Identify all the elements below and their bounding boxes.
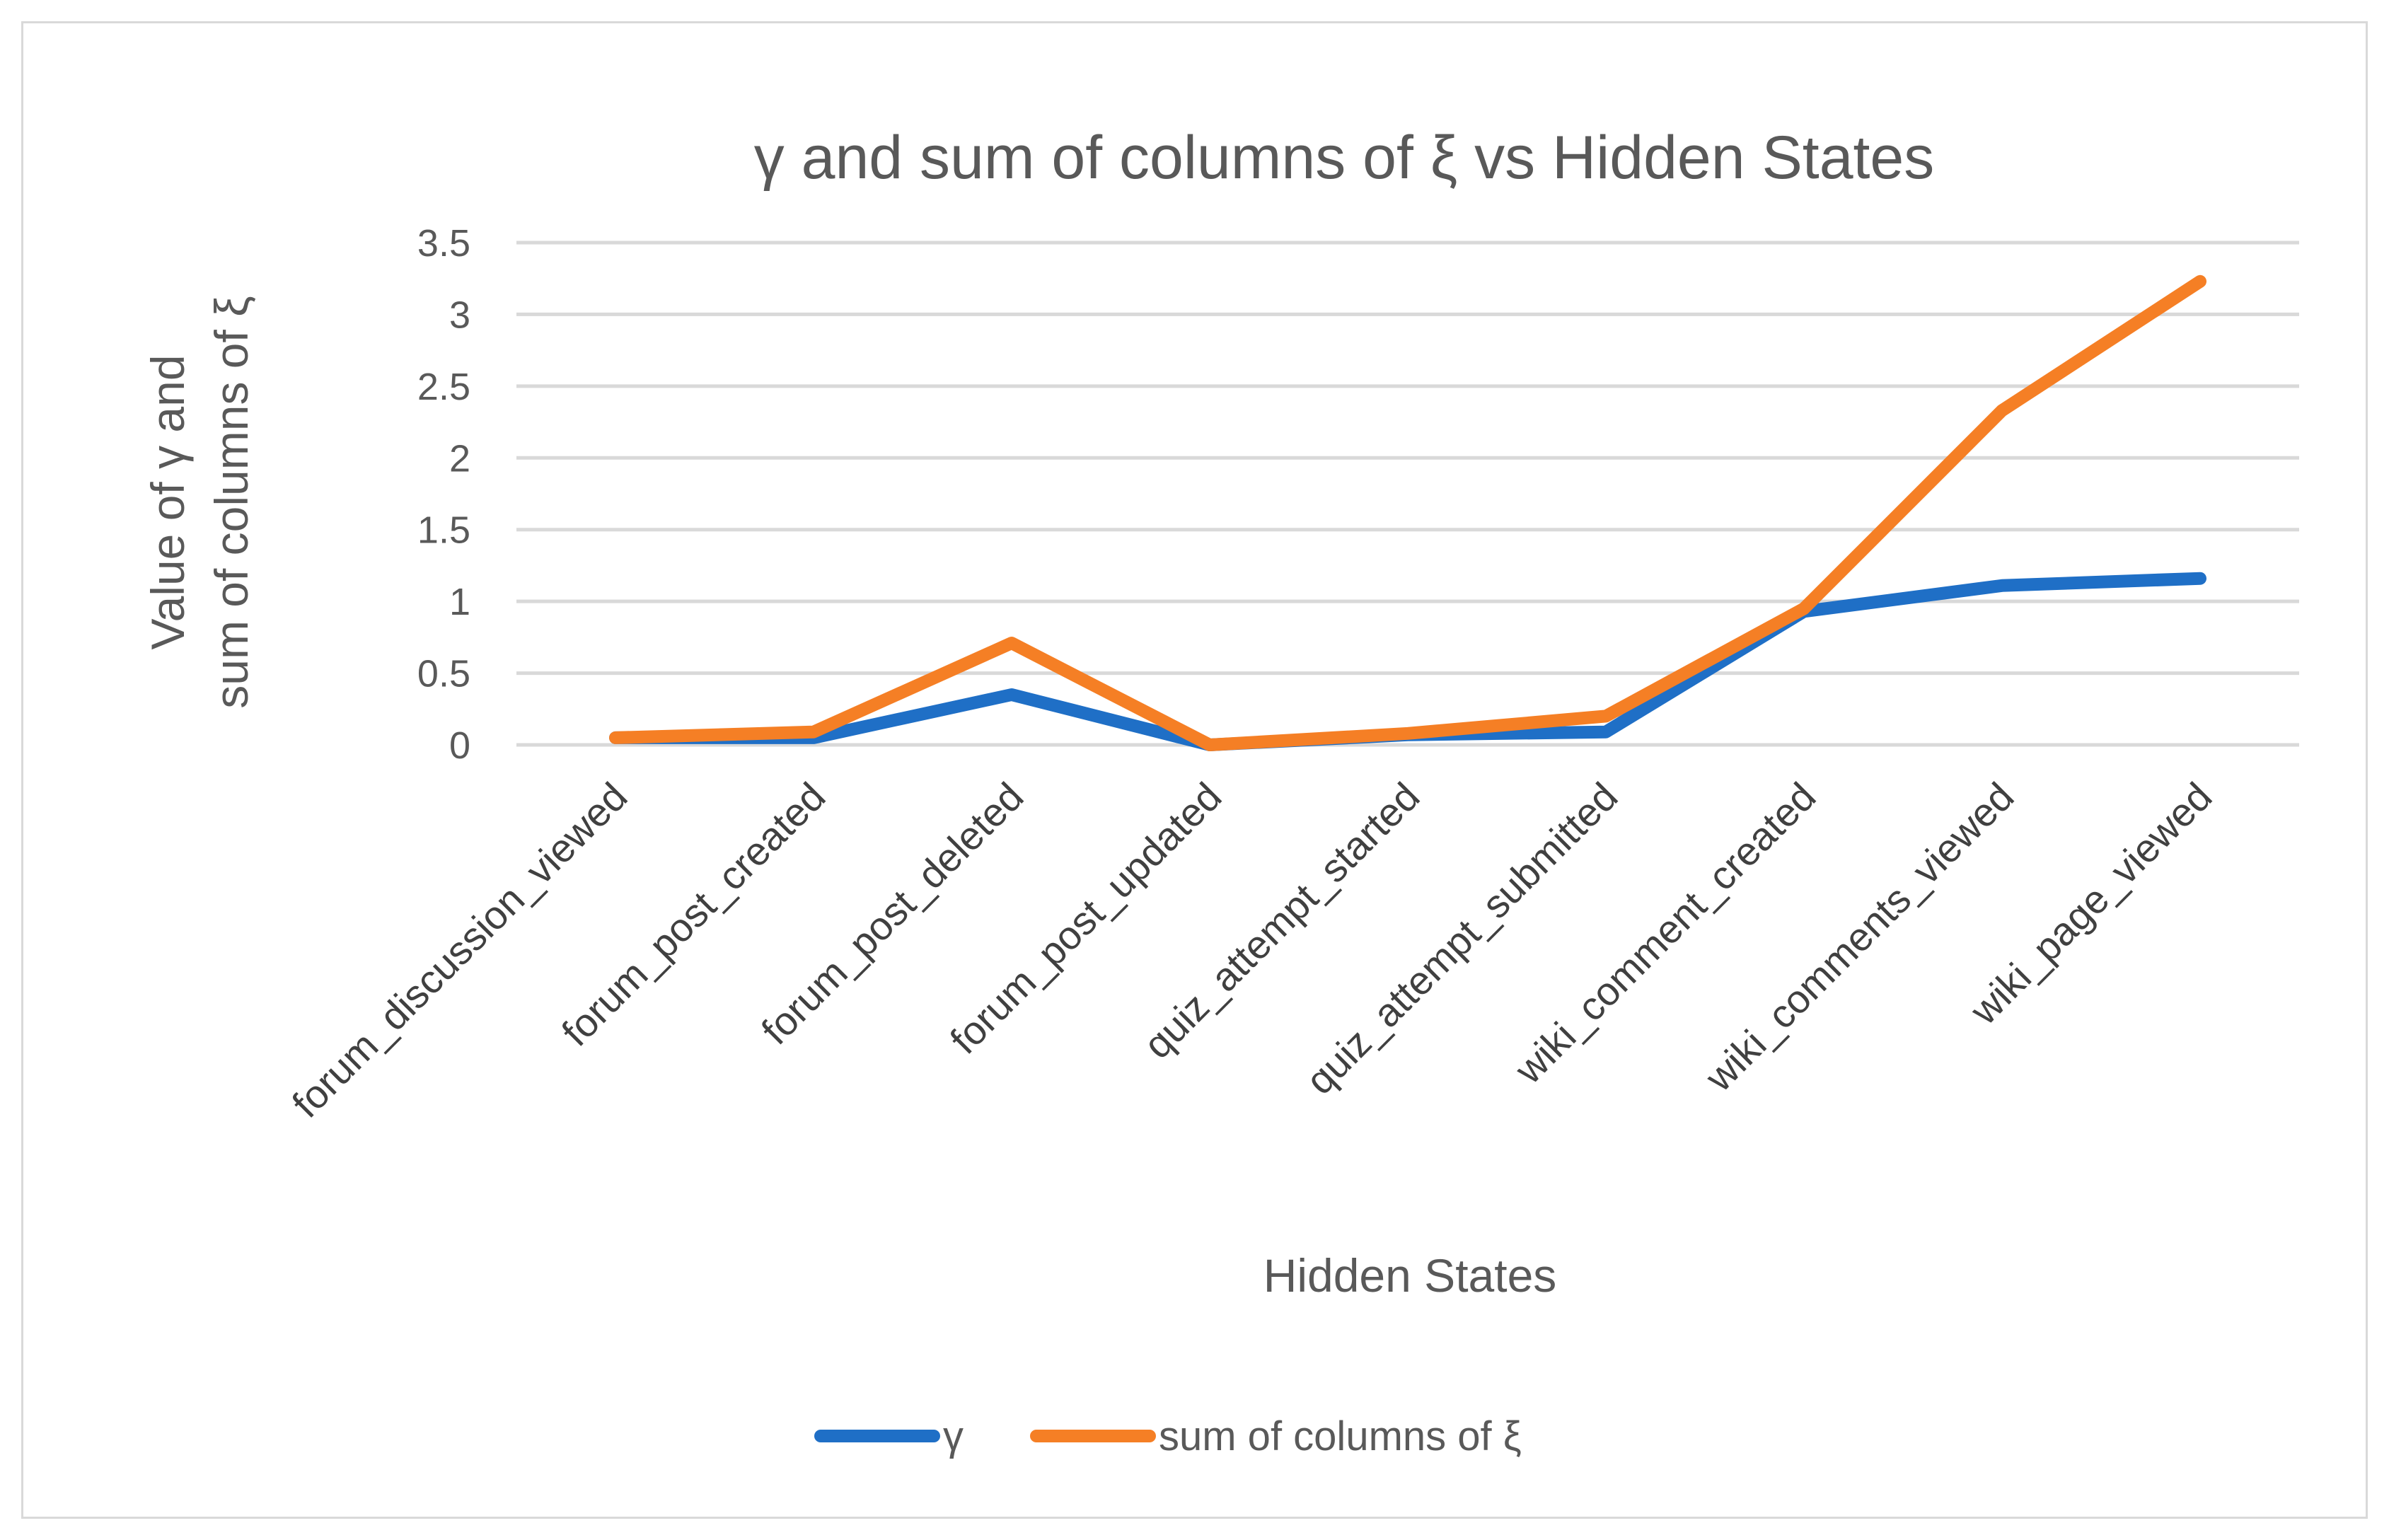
y-tick-label: 3.5 — [417, 222, 470, 265]
y-tick-label: 2 — [449, 437, 470, 480]
x-axis-ticks: forum_discussion_viewedforum_post_create… — [284, 774, 2221, 1126]
x-tick-label: forum_discussion_viewed — [284, 774, 636, 1126]
legend-label-xi-sum: sum of columns of ξ — [1159, 1413, 1522, 1459]
series-line-xi-sum — [609, 274, 2206, 751]
chart-title: γ and sum of columns of ξ vs Hidden Stat… — [754, 124, 1935, 192]
y-axis-title: Value of γ and sum of columns of ξ — [141, 296, 258, 708]
y-tick-label: 1 — [449, 581, 470, 623]
legend-label-gamma: γ — [943, 1413, 964, 1459]
y-axis-title-line1: Value of γ and — [141, 354, 194, 649]
y-tick-label: 1.5 — [417, 509, 470, 552]
gridlines — [516, 241, 2299, 747]
y-tick-label: 0.5 — [417, 653, 470, 695]
x-axis-title: Hidden States — [1263, 1249, 1557, 1302]
chart-frame — [21, 21, 2368, 1519]
legend: γ sum of columns of ξ — [814, 1413, 1522, 1459]
y-axis-title-line2: sum of columns of ξ — [205, 296, 258, 708]
y-tick-label: 0 — [449, 724, 470, 767]
series-lines — [609, 274, 2206, 751]
y-tick-label: 3 — [449, 294, 470, 336]
y-tick-label: 2.5 — [417, 366, 470, 408]
y-axis-ticks: 0 0.5 1 1.5 2 2.5 3 3.5 — [417, 222, 470, 767]
